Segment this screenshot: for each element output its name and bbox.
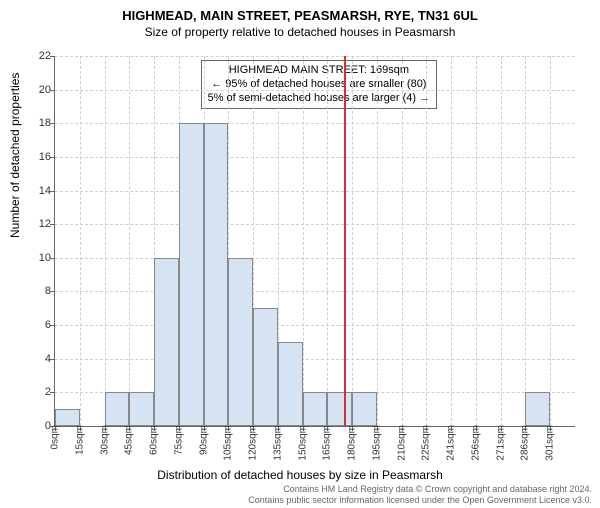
x-tick-label: 180sqm: [347, 425, 358, 461]
gridline-h: [55, 258, 575, 259]
gridline-v: [550, 56, 551, 426]
histogram-bar: [525, 392, 550, 426]
x-axis-label: Distribution of detached houses by size …: [0, 468, 600, 482]
y-tick-mark: [50, 56, 55, 57]
gridline-h: [55, 291, 575, 292]
gridline-v: [402, 56, 403, 426]
gridline-v: [451, 56, 452, 426]
gridline-v: [105, 56, 106, 426]
histogram-bar: [179, 123, 204, 426]
gridline-h: [55, 90, 575, 91]
chart-title: HIGHMEAD, MAIN STREET, PEASMARSH, RYE, T…: [0, 8, 600, 23]
histogram-bar: [327, 392, 352, 426]
histogram-bar: [228, 258, 253, 426]
x-tick-label: 15sqm: [74, 425, 85, 455]
gridline-h: [55, 325, 575, 326]
gridline-h: [55, 224, 575, 225]
x-tick-label: 120sqm: [248, 425, 259, 461]
x-tick-label: 105sqm: [223, 425, 234, 461]
y-tick-mark: [50, 258, 55, 259]
histogram-bar: [278, 342, 303, 426]
x-tick-label: 0sqm: [50, 425, 61, 449]
gridline-v: [525, 56, 526, 426]
gridline-h: [55, 191, 575, 192]
y-axis-label: Number of detached properties: [8, 73, 22, 238]
y-tick-label: 0: [27, 420, 51, 432]
y-tick-mark: [50, 157, 55, 158]
y-tick-mark: [50, 359, 55, 360]
x-tick-label: 150sqm: [297, 425, 308, 461]
x-tick-label: 301sqm: [545, 425, 556, 461]
x-tick-label: 60sqm: [149, 425, 160, 455]
gridline-h: [55, 359, 575, 360]
reference-line: [344, 56, 346, 426]
y-tick-mark: [50, 224, 55, 225]
y-tick-label: 4: [27, 353, 51, 365]
x-tick-label: 195sqm: [371, 425, 382, 461]
x-tick-label: 256sqm: [470, 425, 481, 461]
gridline-v: [501, 56, 502, 426]
y-tick-label: 16: [27, 151, 51, 163]
y-tick-label: 20: [27, 84, 51, 96]
y-tick-label: 10: [27, 252, 51, 264]
histogram-bar: [253, 308, 278, 426]
gridline-h: [55, 56, 575, 57]
y-tick-label: 18: [27, 117, 51, 129]
histogram-bar: [55, 409, 80, 426]
x-tick-label: 210sqm: [396, 425, 407, 461]
attribution-line-1: Contains HM Land Registry data © Crown c…: [248, 484, 592, 495]
y-tick-label: 14: [27, 185, 51, 197]
y-tick-mark: [50, 392, 55, 393]
gridline-v: [426, 56, 427, 426]
x-tick-label: 165sqm: [322, 425, 333, 461]
y-tick-mark: [50, 123, 55, 124]
histogram-bar: [129, 392, 154, 426]
x-tick-label: 75sqm: [173, 425, 184, 455]
gridline-v: [303, 56, 304, 426]
x-tick-label: 241sqm: [446, 425, 457, 461]
x-tick-label: 90sqm: [198, 425, 209, 455]
gridline-v: [476, 56, 477, 426]
y-tick-label: 2: [27, 386, 51, 398]
attribution: Contains HM Land Registry data © Crown c…: [248, 484, 592, 506]
y-tick-label: 6: [27, 319, 51, 331]
gridline-h: [55, 157, 575, 158]
chart-subtitle: Size of property relative to detached ho…: [0, 25, 600, 39]
x-tick-label: 135sqm: [272, 425, 283, 461]
x-tick-label: 45sqm: [124, 425, 135, 455]
x-tick-label: 286sqm: [520, 425, 531, 461]
y-tick-label: 12: [27, 218, 51, 230]
histogram-bar: [105, 392, 130, 426]
x-tick-label: 271sqm: [495, 425, 506, 461]
gridline-v: [129, 56, 130, 426]
gridline-v: [80, 56, 81, 426]
attribution-line-2: Contains public sector information licen…: [248, 495, 592, 506]
histogram-bar: [154, 258, 179, 426]
y-tick-mark: [50, 191, 55, 192]
gridline-h: [55, 123, 575, 124]
x-tick-label: 225sqm: [421, 425, 432, 461]
y-tick-label: 8: [27, 285, 51, 297]
y-tick-mark: [50, 90, 55, 91]
gridline-v: [377, 56, 378, 426]
gridline-v: [327, 56, 328, 426]
x-tick-label: 30sqm: [99, 425, 110, 455]
plot-area: HIGHMEAD MAIN STREET: 169sqm ← 95% of de…: [54, 56, 575, 427]
histogram-bar: [352, 392, 377, 426]
y-tick-mark: [50, 291, 55, 292]
histogram-bar: [303, 392, 328, 426]
info-line-1: HIGHMEAD MAIN STREET: 169sqm: [208, 64, 431, 78]
info-line-3: 5% of semi-detached houses are larger (4…: [208, 92, 431, 106]
histogram-bar: [204, 123, 229, 426]
y-tick-mark: [50, 325, 55, 326]
gridline-v: [352, 56, 353, 426]
y-tick-label: 22: [27, 50, 51, 62]
